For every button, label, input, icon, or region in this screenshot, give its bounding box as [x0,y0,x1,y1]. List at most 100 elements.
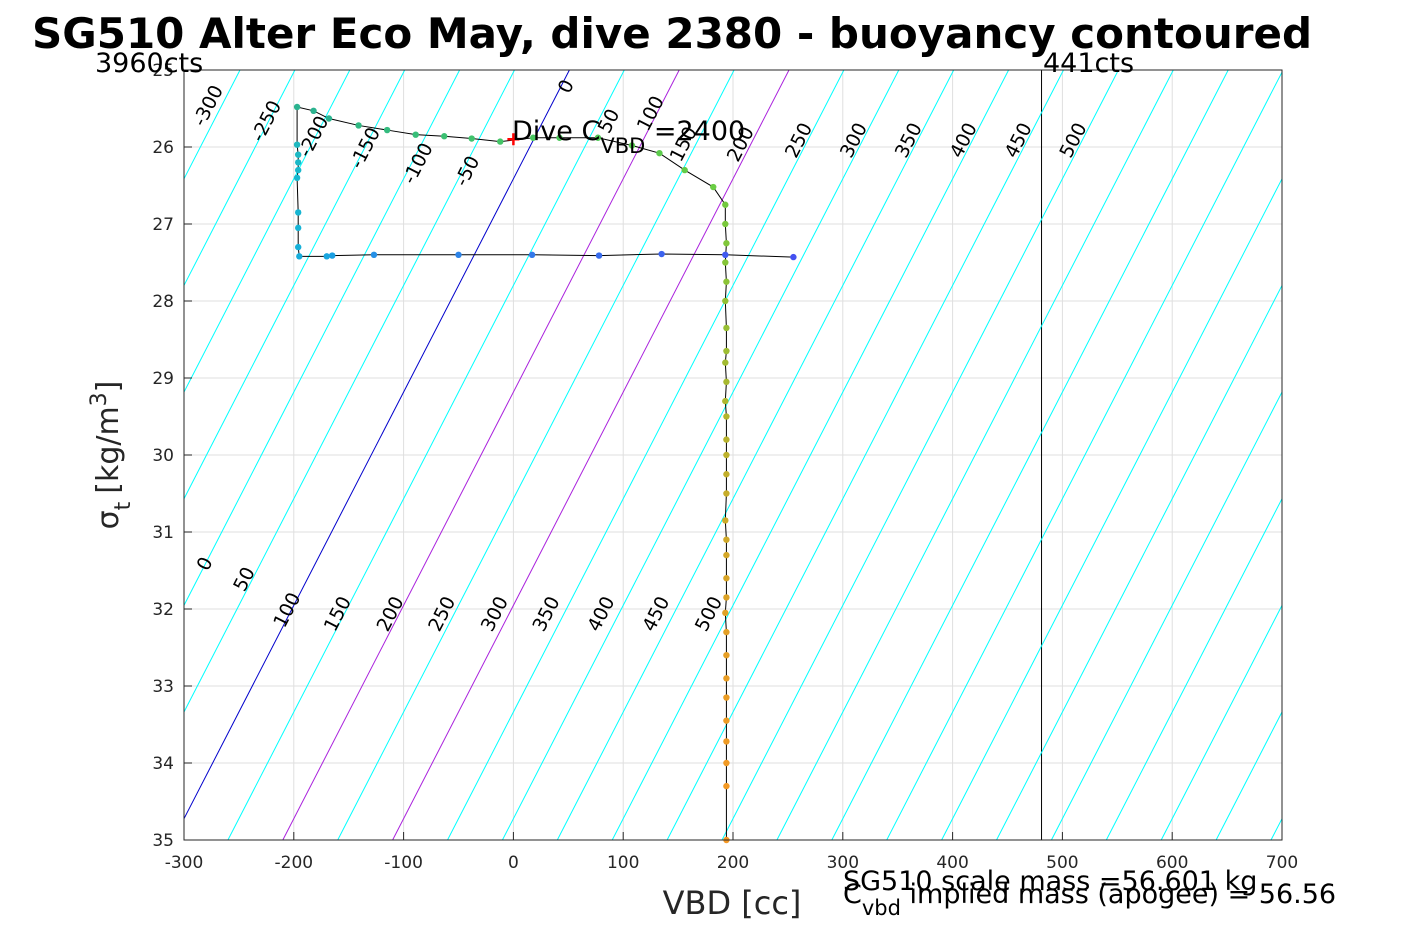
contour-label: 450 [1001,119,1037,161]
y-axis-ticks: 25 26 27 28 29 30 31 32 33 34 35 [152,61,192,851]
data-point [722,259,729,266]
y-axis-label-subscript: t [111,501,136,510]
x-tick-label: 100 [607,853,639,873]
data-point [723,278,730,285]
buoyancy-contour-line [184,70,296,287]
data-point [323,253,330,260]
x-tick-label: 200 [717,853,749,873]
buoyancy-contour-line [611,70,1010,840]
y-tick-label: 30 [152,446,174,466]
y-tick-label: 29 [152,369,174,389]
data-point [294,224,302,232]
zero-buoyancy-contour-line [184,70,570,820]
contour-label: 0 [192,553,217,574]
x-axis-label: VBD [cc] [663,884,802,922]
x-tick-label: -100 [384,853,423,873]
data-point [723,378,730,386]
data-point [723,759,730,767]
buoyancy-contour-line [0,70,20,840]
right-counts-label: 441cts [1043,48,1134,79]
contour-label: 250 [781,119,817,161]
data-point [723,436,730,443]
data-point [296,253,303,260]
x-tick-label: 500 [1046,853,1078,873]
data-point [468,135,475,142]
buoyancy-contour-line [227,70,625,840]
data-point [722,397,729,405]
data-point [594,134,602,141]
buoyancy-contour-line [1270,817,1282,840]
data-point [723,652,730,659]
data-point [412,131,419,138]
svg-text:Cvbd implied mass (apogee) = 5: Cvbd implied mass (apogee) = 56.56 [843,879,1336,920]
data-point [529,134,537,141]
data-point [722,359,729,366]
contour-label: 500 [691,593,727,635]
data-point [294,159,302,166]
contour-label: -150 [346,124,385,172]
buoyancy-contour-line [1105,497,1282,840]
contour-label: 250 [424,593,460,635]
buoyancy-contour-line [941,177,1282,840]
contour-label: 500 [1055,119,1091,161]
contour-label: 450 [638,593,674,635]
dive-cvbd-marker [507,133,520,146]
chart-title: SG510 Alter Eco May, dive 2380 - buoyanc… [32,9,1312,58]
data-point [355,122,362,129]
contour-label: 350 [528,593,564,635]
data-point [293,141,301,148]
data-point [556,134,563,141]
svg-text:σt[kg/m3]: σt [kg/m3] [87,381,136,530]
implied-mass-value: implied mass (apogee) = 56.56 [901,879,1336,910]
buoyancy-contour-line [996,284,1282,840]
scale-mass-label: SG510 scale mass =56.601 kg [843,866,1257,897]
data-point [722,297,729,305]
contour-label: 150 [320,593,356,635]
data-point [294,209,302,216]
x-axis-ticks: -300 -200 -100 0 100 200 300 400 500 600 700 [165,832,1298,873]
dive-cvbd-value: =2400 [645,116,745,147]
contour-label: 300 [836,119,872,161]
buoyancy-contour-line [831,70,1229,840]
data-point [325,115,333,122]
contour-label: -250 [247,97,286,145]
dive-cvbd-prefix: Dive C [512,116,600,147]
data-point [722,517,729,524]
contour-label: 400 [946,119,982,161]
data-point [790,253,797,261]
data-point [628,142,636,149]
x-tick-label: -200 [275,853,314,873]
data-point [595,252,603,259]
data-point [723,551,730,559]
buoyancy-contour-line [1160,604,1282,840]
buoyancy-contour-line [447,70,845,840]
data-point [383,126,391,134]
buoyancy-contour-line [184,70,351,394]
data-point [723,490,730,497]
data-point [723,628,730,636]
y-tick-label: 35 [152,831,174,851]
data-point [723,240,730,247]
y-tick-label: 32 [152,600,174,620]
data-point [294,243,302,251]
buoyancy-contour-line [1050,390,1282,840]
dive-cvbd-subscript: VBD [600,134,645,158]
data-point [656,149,663,157]
y-axis-label-close: ] [91,381,126,393]
buoyancy-contour-line [184,70,406,500]
buoyancy-contour-line [184,70,461,607]
highlight-contour-line [282,70,680,840]
data-point [723,675,730,682]
data-point [294,151,302,158]
contour-label: 100 [269,589,305,631]
data-point [723,782,730,790]
data-point [723,451,730,459]
implied-mass-symbol: C [843,879,862,910]
buoyancy-contour-line [556,70,955,840]
data-point [681,166,688,174]
contour-layer [0,70,1282,840]
data-point [370,251,378,258]
